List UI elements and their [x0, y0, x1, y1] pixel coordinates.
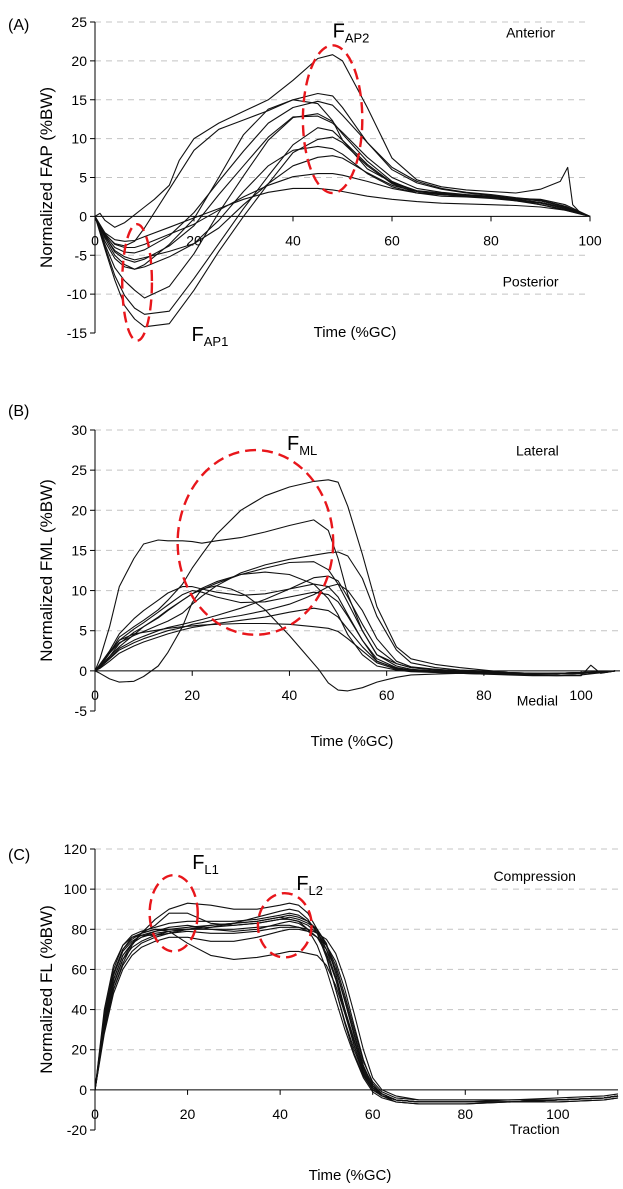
y-tick-label: 0	[79, 208, 87, 224]
y-tick-label: 25	[71, 14, 87, 30]
x-axis-title: Time (%GC)	[311, 733, 394, 750]
y-axis-title: Normalized FAP (%BW)	[37, 87, 56, 268]
y-tick-label: 0	[79, 663, 87, 679]
y-tick-label: 15	[71, 92, 87, 108]
series-line	[94, 928, 619, 1103]
x-tick-label: 20	[184, 687, 200, 703]
series-line	[94, 585, 616, 692]
y-tick-label: 10	[71, 131, 87, 147]
x-tick-label: 100	[546, 1106, 570, 1122]
x-tick-label: 40	[285, 232, 301, 248]
x-tick-label: 0	[91, 232, 99, 248]
callout-ellipse	[301, 44, 364, 195]
y-tick-label: 25	[71, 462, 87, 478]
panel-label: (B)	[8, 403, 29, 420]
y-tick-label: 60	[71, 961, 87, 977]
x-tick-label: 80	[483, 232, 499, 248]
panel-label: (C)	[8, 847, 30, 864]
y-tick-label: 5	[79, 623, 87, 639]
series-line	[94, 100, 591, 254]
y-tick-label: 40	[71, 1002, 87, 1018]
x-tick-label: 60	[365, 1106, 381, 1122]
annotation-label: Medial	[517, 692, 558, 708]
series-line	[94, 924, 619, 1103]
y-tick-label: 30	[71, 422, 87, 438]
callout-ellipse	[148, 873, 199, 953]
annotation-label: Compression	[493, 868, 575, 884]
y-tick-label: 20	[71, 53, 87, 69]
y-tick-label: 20	[71, 502, 87, 518]
x-tick-label: 100	[569, 687, 593, 703]
y-tick-label: 15	[71, 542, 87, 558]
x-tick-label: 100	[578, 232, 602, 248]
callout-label: FML	[287, 433, 317, 458]
series-line	[94, 115, 591, 263]
callout-label: FL1	[192, 852, 219, 877]
panel-label: (A)	[8, 17, 29, 34]
y-tick-label: -5	[75, 703, 88, 719]
series-line	[94, 136, 591, 328]
series-line	[94, 571, 616, 675]
y-tick-label: 20	[71, 1042, 87, 1058]
y-axis-title: Normalized FML (%BW)	[37, 479, 56, 662]
x-tick-label: 60	[384, 232, 400, 248]
x-tick-label: 20	[180, 1106, 196, 1122]
series-line	[94, 187, 591, 242]
x-tick-label: 0	[91, 1106, 99, 1122]
x-tick-label: 40	[282, 687, 298, 703]
x-tick-label: 0	[91, 687, 99, 703]
y-axis-title: Normalized FL (%BW)	[37, 905, 56, 1073]
series-line	[94, 92, 591, 247]
callout-label: FAP2	[333, 21, 370, 46]
series-line	[94, 908, 619, 1103]
callout-label: FAP1	[192, 324, 229, 349]
x-tick-label: 80	[476, 687, 492, 703]
x-axis-title: Time (%GC)	[309, 1167, 392, 1184]
callout-ellipse	[176, 448, 335, 636]
y-tick-label: -20	[67, 1122, 87, 1138]
annotation-label: Traction	[510, 1121, 560, 1137]
series-line	[94, 607, 616, 674]
callout-ellipse	[256, 891, 313, 959]
x-tick-label: 40	[272, 1106, 288, 1122]
x-tick-label: 80	[457, 1106, 473, 1122]
y-tick-label: -10	[67, 286, 87, 302]
series-line	[94, 914, 619, 1103]
series-line	[94, 926, 619, 1101]
series-line	[94, 928, 619, 1103]
series-line	[94, 912, 619, 1105]
series-line	[94, 912, 619, 1103]
series-line	[94, 145, 591, 270]
series-line	[94, 173, 591, 249]
series-line	[94, 920, 619, 1103]
annotation-label: Lateral	[516, 443, 559, 459]
callout-ellipse	[121, 222, 154, 342]
y-tick-label: -5	[75, 247, 88, 263]
callout-label: FL2	[296, 873, 323, 898]
series-line	[94, 519, 616, 675]
y-tick-label: 120	[64, 841, 88, 857]
y-tick-label: 10	[71, 583, 87, 599]
x-tick-label: 60	[379, 687, 395, 703]
series-line	[94, 916, 619, 1105]
annotation-label: Posterior	[503, 273, 559, 289]
y-tick-label: 80	[71, 921, 87, 937]
y-tick-label: 100	[64, 881, 88, 897]
y-tick-label: 0	[79, 1082, 87, 1098]
series-line	[94, 54, 591, 228]
annotation-label: Anterior	[506, 25, 555, 41]
y-tick-label: 5	[79, 170, 87, 186]
y-tick-label: -15	[67, 325, 87, 341]
x-axis-title: Time (%GC)	[314, 324, 397, 341]
